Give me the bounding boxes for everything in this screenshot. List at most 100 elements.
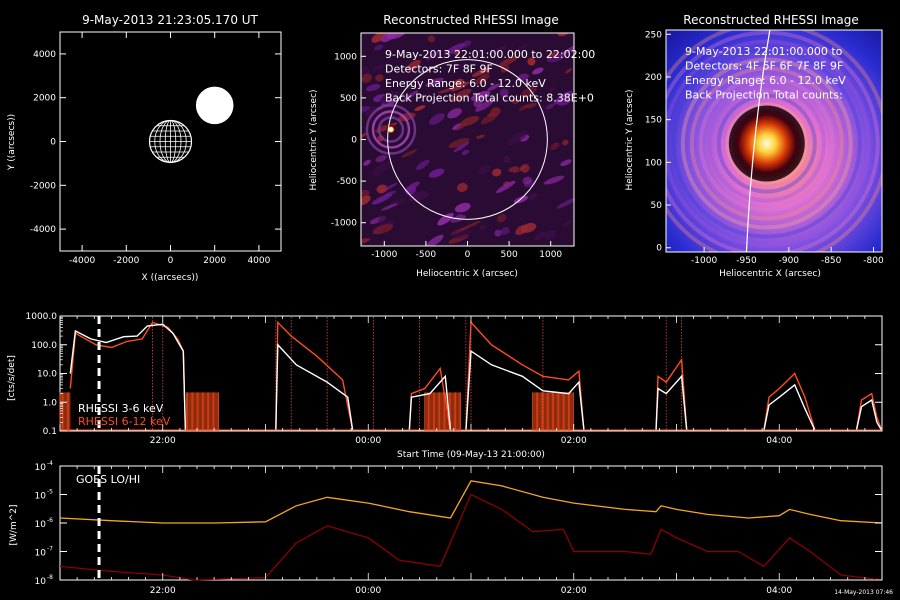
x-tick-label: 0 <box>168 256 174 266</box>
y-tick-label: 1000.0 <box>26 312 58 322</box>
panel2-annotations: 9-May-2013 22:01:00.000 to 22:02:00 Detec… <box>385 48 595 105</box>
y-tick-exponent: -4 <box>47 460 53 467</box>
panel2-xlabel: Heliocentric X (arcsec) <box>416 269 518 279</box>
y-tick-exponent: -6 <box>47 517 53 524</box>
x-tick-label: -950 <box>736 256 757 266</box>
y-tick-label: 50 <box>651 201 663 211</box>
panel3-xlabel: Heliocentric X (arcsec) <box>719 269 821 279</box>
panel1-title: 9-May-2013 21:23:05.170 UT <box>82 13 258 27</box>
image-annotation: Back Projection Total counts: <box>685 89 843 102</box>
series-goes-hi <box>59 493 883 581</box>
y-tick-label: 0.1 <box>43 427 57 437</box>
legend-rhessi-3-6: RHESSI 3-6 keV <box>78 402 164 415</box>
y-tick-label: 250 <box>645 30 662 40</box>
x-tick-label: -800 <box>863 256 884 266</box>
y-tick-label: 500 <box>340 94 357 104</box>
y-tick-label: 10 <box>35 463 47 473</box>
x-tick-label: 22:00 <box>150 586 176 596</box>
x-tick-label: 04:00 <box>766 436 792 446</box>
y-tick-label: 10.0 <box>37 370 57 380</box>
y-tick-label: 10 <box>35 520 47 530</box>
series-rhessi-3-6 <box>465 349 585 432</box>
panel-rhessi-image-zoom: Reconstructed RHESSI Image -1000 -950 -900… <box>625 13 884 279</box>
panel-rhessi-lightcurve: 0.1 1.0 10.0 100.0 1000.0 22:00 00:00 02:00 04:0… <box>7 312 883 460</box>
series-rhessi-3-6 <box>69 323 187 432</box>
y-tick-label: 0 <box>50 138 56 148</box>
image-annotation: Energy Range: 6.0 - 12.0 keV <box>685 74 846 87</box>
y-tick-label: -2000 <box>30 181 56 191</box>
panel2-title: Reconstructed RHESSI Image <box>383 13 558 27</box>
series-rhessi-6-12 <box>655 357 688 432</box>
x-tick-label: -850 <box>821 256 842 266</box>
panel5-legend: GOES LO/HI <box>76 473 140 486</box>
x-tick-label: 00:00 <box>355 586 381 596</box>
x-tick-label: 1000 <box>539 250 562 260</box>
image-annotation: Detectors: 7F 8F 9F <box>385 63 493 76</box>
y-tick-exponent: -5 <box>47 489 53 496</box>
y-tick-label: 10 <box>35 549 47 559</box>
x-tick-label: 02:00 <box>561 436 587 446</box>
y-tick-label: 0 <box>656 244 662 254</box>
x-tick-label: 04:00 <box>766 586 792 596</box>
y-tick-exponent: -8 <box>47 574 53 581</box>
x-tick-label: -900 <box>779 256 800 266</box>
panel1-ticks: -4000 -2000 0 2000 4000 -4000 -2000 0 2000 4000 <box>30 32 281 266</box>
x-tick-label: -500 <box>416 250 437 260</box>
y-tick-label: 0 <box>351 136 357 146</box>
legend-rhessi-6-12: RHESSI 6-12 keV <box>78 415 171 428</box>
series-goes-lo <box>59 480 883 524</box>
x-tick-label: 0 <box>465 250 471 260</box>
y-tick-label: 4000 <box>33 50 56 60</box>
image-annotation: Detectors: 4F 5F 6F 7F 8F 9F <box>685 60 843 73</box>
x-tick-label: -2000 <box>113 256 139 266</box>
panel-sun-position: 9-May-2013 21:23:05.170 UT -4000 -2000 0 20… <box>7 13 282 283</box>
y-tick-label: 100.0 <box>31 341 57 351</box>
panel3-ticks: -1000 -950 -900 -850 -800 0 50 100 150 200 250 <box>645 30 884 266</box>
y-tick-exponent: -7 <box>47 546 53 553</box>
y-tick-label: 100 <box>645 158 662 168</box>
y-tick-label: 1.0 <box>43 398 58 408</box>
y-tick-label: 150 <box>645 116 662 126</box>
flare-source <box>730 107 803 180</box>
x-tick-label: 4000 <box>247 256 270 266</box>
solar-limb <box>387 59 548 220</box>
image-annotation: Back Projection Total counts: 8.38E+0 <box>385 92 594 105</box>
panel2-ylabel: Heliocentric Y (arcsec) <box>309 89 319 190</box>
panel4-content: 0.1 1.0 10.0 100.0 1000.0 22:00 00:00 02:00 04:0… <box>26 312 883 446</box>
y-tick-label: 2000 <box>33 94 56 104</box>
y-tick-label: 10 <box>35 577 47 587</box>
x-tick-label: -1000 <box>371 250 397 260</box>
series-rhessi-6-12 <box>275 320 354 432</box>
panel5-content: 10-810-710-610-510 -422:00 00:00 02:00 04:00 <box>35 460 883 596</box>
panel3-annotations: 9-May-2013 22:01:00.000 to Detectors: 4F … <box>685 45 846 102</box>
spacecraft-disk <box>195 86 234 125</box>
y-tick-label: -500 <box>337 177 358 187</box>
panel5-ylabel: [W/m^2] <box>9 505 19 546</box>
series-rhessi-6-12 <box>855 392 883 432</box>
panel1-objects <box>148 86 234 164</box>
panel2-image <box>361 33 574 246</box>
solar-limb-arc <box>745 30 771 252</box>
x-tick-label: -1000 <box>691 256 717 266</box>
sun-grid-globe <box>148 119 193 164</box>
series-rhessi-3-6 <box>655 374 688 432</box>
panel-rhessi-image-full: Reconstructed RHESSI Image -1000 -500 0 500… <box>309 13 595 279</box>
image-annotation: Energy Range: 6.0 - 12.0 keV <box>385 77 546 90</box>
series-rhessi-3-6 <box>763 383 816 432</box>
panel4-xlabel: Start Time (09-May-13 21:00:00) <box>397 450 545 460</box>
panel3-title: Reconstructed RHESSI Image <box>683 13 858 27</box>
x-tick-label: 2000 <box>203 256 226 266</box>
x-tick-label: 00:00 <box>355 436 381 446</box>
series-rhessi-6-12 <box>763 372 816 432</box>
panel1-ylabel: Y ((arcsecs)) <box>7 114 17 171</box>
y-tick-label: -1000 <box>331 219 357 229</box>
y-tick-label: 200 <box>645 73 662 83</box>
panel2-ticks: -1000 -500 0 500 1000 -1000 -500 0 500 1000 <box>331 52 563 260</box>
series-rhessi-6-12 <box>465 320 585 432</box>
panel-goes-lightcurve: 10-810-710-610-510 -422:00 00:00 02:00 04:00… <box>9 460 893 596</box>
image-annotation: 9-May-2013 22:01:00.000 to 22:02:00 <box>385 48 595 61</box>
series-rhessi-3-6 <box>855 398 883 432</box>
y-tick-label: 1000 <box>334 52 357 62</box>
y-tick-label: 10 <box>35 492 47 502</box>
